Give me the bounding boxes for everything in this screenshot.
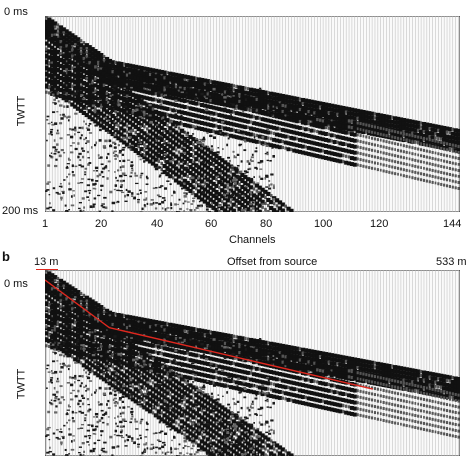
x-tick: 100 — [314, 218, 333, 230]
first-arrival-pick-line — [45, 279, 374, 390]
x-tick: 20 — [95, 218, 108, 230]
x-tick: 80 — [260, 218, 273, 230]
x-tick: 60 — [205, 218, 218, 230]
panel-b-seismogram — [45, 270, 460, 456]
x-tick: 144 — [443, 218, 462, 230]
x-tick: 120 — [370, 218, 389, 230]
panel-b-y-top-label: 0 ms — [4, 278, 28, 290]
panel-b-offset-left: 13 m — [34, 256, 59, 268]
panel-a-x-axis-label: Channels — [229, 234, 276, 246]
x-tick: 40 — [151, 218, 164, 230]
panel-a-y-top-label: 0 ms — [4, 6, 28, 18]
x-tick: 1 — [42, 218, 49, 230]
panel-b-y-axis-label: TWTT — [15, 368, 28, 400]
panel-a-y-axis-label: TWTT — [15, 95, 28, 127]
panel-b-offset-right: 533 m — [436, 256, 467, 268]
panel-b-letter: b — [2, 249, 10, 264]
panel-a-seismogram — [45, 16, 460, 212]
panel-a-y-bottom-label: 200 ms — [2, 205, 39, 217]
panel-b-offset-title: Offset from source — [227, 256, 318, 268]
